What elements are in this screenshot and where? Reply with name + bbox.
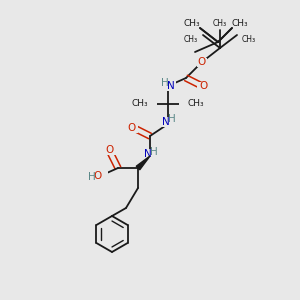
Text: H: H bbox=[150, 147, 158, 157]
Text: CH₃: CH₃ bbox=[188, 100, 205, 109]
Text: O: O bbox=[128, 123, 136, 133]
Text: O: O bbox=[94, 171, 102, 181]
Text: CH₃: CH₃ bbox=[213, 20, 227, 28]
Bar bbox=[139, 100, 157, 109]
Text: O: O bbox=[198, 57, 206, 67]
Text: CH₃: CH₃ bbox=[232, 20, 248, 28]
Bar bbox=[197, 58, 207, 67]
Text: CH₃: CH₃ bbox=[242, 35, 256, 44]
Bar bbox=[160, 81, 176, 91]
Text: H: H bbox=[168, 114, 176, 124]
Bar bbox=[88, 171, 108, 181]
Text: H: H bbox=[161, 78, 169, 88]
Bar bbox=[160, 117, 176, 127]
Text: N: N bbox=[144, 149, 152, 159]
Text: N: N bbox=[167, 81, 175, 91]
Bar bbox=[197, 82, 207, 91]
Bar bbox=[104, 145, 116, 155]
Text: CH₃: CH₃ bbox=[131, 100, 148, 109]
Polygon shape bbox=[136, 156, 150, 170]
Text: O: O bbox=[106, 145, 114, 155]
Text: CH₃: CH₃ bbox=[184, 35, 198, 44]
Text: N: N bbox=[162, 117, 170, 127]
Text: CH₃: CH₃ bbox=[184, 20, 200, 28]
Text: H: H bbox=[88, 172, 96, 182]
Bar bbox=[179, 100, 197, 109]
Text: O: O bbox=[200, 81, 208, 91]
Bar bbox=[142, 149, 158, 159]
Bar bbox=[126, 124, 138, 133]
